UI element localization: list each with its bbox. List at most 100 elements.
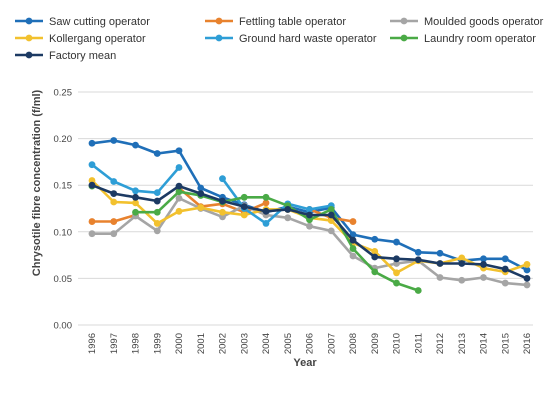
data-point	[458, 260, 466, 267]
data-point	[501, 279, 509, 287]
data-point	[371, 268, 379, 276]
data-point	[88, 139, 96, 147]
y-axis-label: Chrysotile fibre concentration (f/ml)	[31, 89, 43, 276]
data-point	[153, 197, 161, 205]
data-point	[284, 206, 292, 213]
data-point	[88, 181, 96, 189]
legend-label: Saw cutting operator	[49, 16, 150, 28]
x-tick-label: 2005	[283, 333, 294, 354]
legend-item: Fettling table operator	[205, 16, 346, 28]
legend-label: Moulded goods operator	[424, 16, 544, 28]
legend-swatch-marker	[25, 17, 33, 25]
data-point	[458, 276, 466, 284]
data-point	[110, 178, 118, 185]
data-point	[349, 236, 357, 244]
x-tick-label: 1997	[109, 333, 120, 354]
x-axis-ticks: 1996 1997 1998 1999 2000 2001 2002 2003 2004 2005…	[87, 333, 533, 354]
y-axis-ticks: 0.00 0.05 0.10 0.15 0.20 0.25	[54, 88, 73, 332]
legend-label: Fettling table operator	[239, 16, 346, 28]
data-point	[414, 248, 422, 256]
y-tick-label: 0.00	[54, 321, 73, 332]
data-point	[523, 261, 531, 268]
data-point	[219, 213, 226, 221]
data-point	[175, 207, 183, 215]
data-point	[327, 211, 335, 219]
data-point	[110, 190, 118, 197]
data-point	[501, 255, 509, 263]
series-factory-mean	[88, 181, 531, 282]
series-ground-hard-waste-operator	[88, 161, 335, 227]
data-point	[480, 261, 487, 268]
legend-item: Laundry room operator	[390, 33, 536, 45]
data-point	[132, 187, 139, 195]
data-point	[153, 189, 161, 197]
data-point	[436, 249, 444, 257]
data-point	[153, 227, 161, 235]
data-point	[349, 245, 357, 252]
data-point	[480, 255, 487, 263]
data-point	[306, 222, 313, 230]
legend-label: Laundry room operator	[424, 33, 536, 45]
data-point	[175, 147, 183, 155]
data-point	[284, 214, 292, 222]
data-point	[262, 199, 270, 207]
data-point	[110, 218, 118, 225]
data-point	[240, 211, 248, 219]
data-point	[458, 254, 466, 262]
data-point	[153, 220, 161, 227]
x-tick-label: 2014	[479, 333, 490, 354]
x-tick-label: 2008	[348, 333, 359, 354]
x-tick-label: 2006	[305, 333, 316, 354]
data-point	[327, 206, 335, 213]
series-lines	[88, 137, 531, 294]
data-point	[132, 141, 139, 149]
data-point	[436, 260, 444, 267]
data-point	[110, 230, 118, 238]
legend-label: Ground hard waste operator	[239, 33, 377, 45]
data-point	[110, 198, 118, 206]
data-point	[349, 218, 357, 225]
x-tick-label: 2010	[392, 333, 403, 354]
data-point	[197, 190, 205, 197]
data-point	[175, 164, 183, 171]
data-point	[371, 235, 379, 243]
data-point	[523, 275, 531, 282]
data-point	[175, 188, 183, 196]
data-point	[219, 197, 226, 205]
legend-label: Kollergang operator	[49, 33, 146, 45]
y-tick-label: 0.10	[54, 227, 73, 238]
data-point	[393, 279, 400, 287]
x-tick-label: 2001	[196, 333, 207, 354]
data-point	[523, 281, 531, 289]
legend: Saw cutting operator Fettling table opera…	[15, 16, 544, 62]
legend-swatch-marker	[400, 17, 408, 25]
data-point	[480, 274, 487, 281]
x-tick-label: 2012	[435, 333, 446, 354]
data-point	[393, 269, 400, 277]
data-point	[327, 217, 335, 225]
legend-swatch-marker	[25, 34, 33, 42]
legend-swatch-marker	[215, 17, 223, 25]
data-point	[306, 216, 313, 224]
data-point	[219, 175, 226, 183]
x-tick-label: 2011	[413, 333, 424, 353]
x-tick-label: 2000	[174, 333, 185, 354]
data-point	[240, 203, 248, 211]
data-point	[436, 274, 444, 281]
data-point	[197, 204, 205, 211]
data-point	[197, 184, 205, 192]
x-tick-label: 1996	[87, 333, 98, 354]
data-point	[306, 211, 313, 219]
data-point	[262, 220, 270, 227]
legend-item: Kollergang operator	[15, 33, 146, 45]
data-point	[414, 256, 422, 264]
legend-swatch-marker	[25, 51, 33, 59]
data-point	[132, 193, 139, 201]
legend-item: Saw cutting operator	[15, 16, 150, 28]
x-tick-label: 2013	[457, 333, 468, 354]
data-point	[393, 238, 400, 246]
data-point	[306, 206, 313, 213]
series-line	[134, 190, 420, 292]
x-tick-label: 2009	[370, 333, 381, 354]
x-tick-label: 2002	[218, 333, 229, 354]
